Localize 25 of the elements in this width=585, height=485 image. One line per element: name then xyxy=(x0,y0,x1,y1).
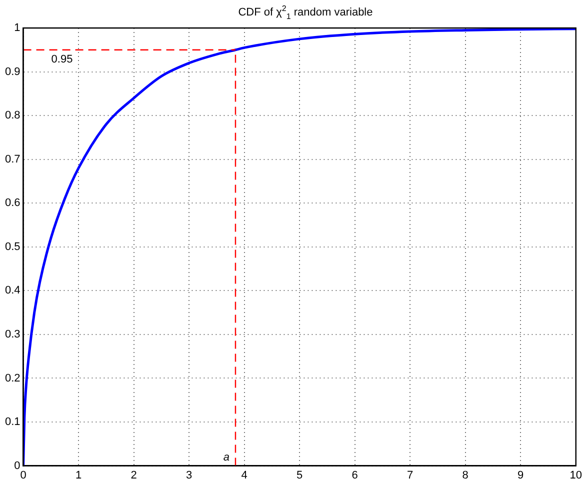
x-tick-label: 9 xyxy=(518,469,524,482)
x-tick-label: 3 xyxy=(186,469,192,482)
y-tick-label: 0.5 xyxy=(4,240,20,253)
y-tick-label: 0.6 xyxy=(4,197,20,210)
x-tick-label: 1 xyxy=(75,469,82,482)
ref-line-label: 0.95 xyxy=(51,53,73,66)
x-tick-label: 7 xyxy=(407,469,414,482)
y-tick-label: 0.1 xyxy=(4,416,20,428)
y-tick-label: 0.3 xyxy=(4,328,20,340)
x-tick-label: 5 xyxy=(296,469,303,482)
y-tick-label: 0 xyxy=(14,460,20,472)
chart-title: CDF of χ$^{2}$$_{1}$ random variable xyxy=(237,3,374,23)
x-tick-label: 8 xyxy=(462,469,468,482)
y-tick-label: 0.7 xyxy=(4,153,20,166)
x-tick-label: 10 xyxy=(570,469,582,482)
y-tick-label: 0.4 xyxy=(4,284,20,297)
x-tick-label: 4 xyxy=(241,469,248,482)
x-tick-label: 6 xyxy=(352,469,358,482)
y-tick-label: 0.2 xyxy=(4,372,20,384)
y-tick-label: 0.9 xyxy=(4,66,20,78)
y-tick-label: 0.8 xyxy=(4,110,20,122)
line-series xyxy=(23,28,576,466)
ref-line-label: a xyxy=(223,451,230,464)
y-tick-label: 1 xyxy=(14,22,20,34)
x-tick-label: 2 xyxy=(130,469,137,482)
